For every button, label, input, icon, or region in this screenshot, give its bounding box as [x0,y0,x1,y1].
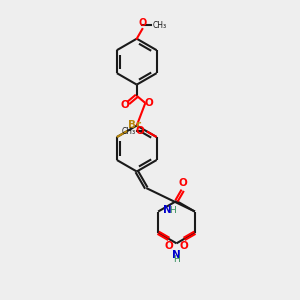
Text: CH₃: CH₃ [121,127,136,136]
Text: O: O [165,241,173,251]
Text: O: O [139,18,147,28]
Text: N: N [172,250,181,260]
Text: CH₃: CH₃ [152,21,167,30]
Text: O: O [178,178,188,188]
Text: H: H [173,255,180,264]
Text: O: O [145,98,153,108]
Text: N: N [164,205,172,215]
Text: O: O [120,100,129,110]
Text: O: O [135,126,144,136]
Text: O: O [179,241,188,251]
Text: H: H [169,206,176,214]
Text: Br: Br [128,120,142,130]
